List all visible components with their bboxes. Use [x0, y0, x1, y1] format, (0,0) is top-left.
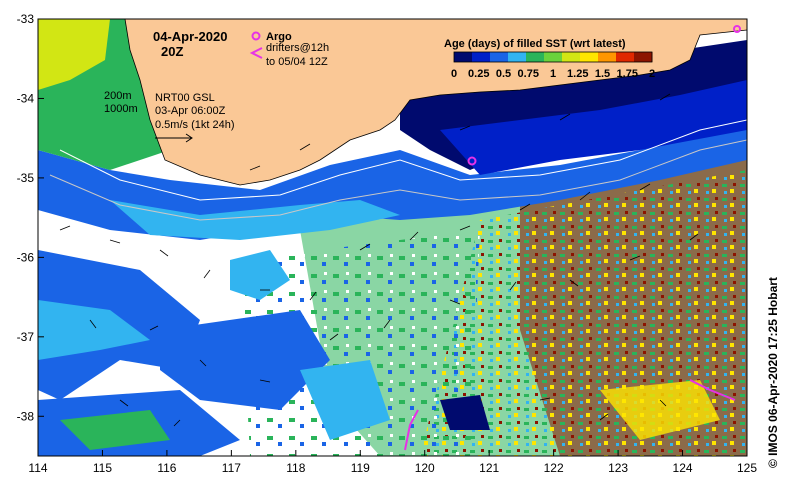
- longitude-tick-label: 117: [222, 461, 241, 475]
- map-field: [38, 19, 747, 456]
- colorbar-tick-label: 1.75: [617, 68, 638, 80]
- map-date: 04-Apr-2020: [153, 29, 227, 44]
- longitude-tick-label: 115: [93, 461, 112, 475]
- latitude-tick-label: -34: [17, 91, 35, 105]
- colorbar-swatch: [508, 52, 527, 62]
- current-scale-label: 0.5m/s (1kt 24h): [155, 119, 234, 131]
- colorbar-title: Age (days) of filled SST (wrt latest): [444, 38, 626, 50]
- current-time-label: 03-Apr 06:00Z: [155, 105, 226, 117]
- colorbar-swatch: [580, 52, 599, 62]
- colorbar-tick-label: 1: [550, 68, 556, 80]
- longitude-tick-label: 124: [673, 461, 693, 475]
- argo-legend-label: Argo: [266, 31, 292, 43]
- colorbar-tick-label: 1.5: [595, 68, 610, 80]
- longitude-tick-label: 116: [157, 461, 176, 475]
- colorbar-swatch: [598, 52, 617, 62]
- current-scale-arrow: [155, 133, 193, 143]
- latitude-tick-label: -37: [17, 330, 35, 344]
- coastal-blue-band: [38, 110, 747, 240]
- isobath-1000m: [49, 139, 747, 221]
- colorbar-tick-label: 1.25: [567, 68, 588, 80]
- colorbar-tick-label: 0.25: [468, 68, 489, 80]
- green-patch-south: [60, 410, 170, 450]
- latitude-tick-label: -33: [17, 12, 35, 26]
- latitude-axis: -33 -34 -35 -36 -37 -38: [17, 12, 44, 423]
- navy-patch-south: [440, 395, 490, 430]
- latitude-tick-label: -35: [17, 171, 35, 185]
- isobath-200m-label: 200m: [104, 90, 132, 102]
- drifters-legend-period: to 05/04 12Z: [266, 56, 328, 68]
- current-vectors: [59, 93, 699, 427]
- argo-float-marker: [733, 25, 741, 33]
- longitude-tick-label: 123: [608, 461, 628, 475]
- colorbar-swatch: [454, 52, 473, 62]
- longitude-tick-label: 118: [286, 461, 305, 475]
- isobath-200m: [59, 119, 747, 201]
- longitude-tick-label: 125: [737, 461, 757, 475]
- colorbar-tick-label: 0: [451, 68, 457, 80]
- argo-legend-marker: [251, 31, 261, 41]
- light-blue-patch-central: [300, 360, 390, 440]
- coastal-navy-band-2: [440, 80, 747, 175]
- longitude-tick-label: 120: [415, 461, 435, 475]
- colorbar-swatch: [562, 52, 581, 62]
- colorbar: [453, 51, 653, 63]
- credit-text: © IMOS 06-Apr-2020 17:25 Hobart: [766, 277, 780, 468]
- longitude-tick-label: 121: [479, 461, 499, 475]
- longitude-axis: 114 115 116 117 118 119 120 121 122 123 124 125: [28, 450, 757, 475]
- longitude-tick-label: 122: [544, 461, 564, 475]
- blue-patch-central: [160, 310, 330, 410]
- coastline: [124, 19, 747, 186]
- plot-frame: [37, 18, 748, 457]
- colorbar-swatch: [472, 52, 491, 62]
- longitude-tick-label: 119: [351, 461, 370, 475]
- colorbar-swatch: [526, 52, 545, 62]
- light-blue-eddy: [230, 250, 290, 300]
- longitude-tick-label: 114: [28, 461, 47, 475]
- colorbar-tick-label: 0.75: [518, 68, 539, 80]
- drifter-legend-marker: [249, 47, 263, 59]
- light-blue-patch-west: [38, 300, 150, 360]
- colorbar-swatch: [544, 52, 563, 62]
- colorbar-swatch: [490, 52, 509, 62]
- map-hour: 20Z: [161, 44, 183, 59]
- isobath-1000m-label: 1000m: [104, 103, 138, 115]
- latitude-tick-label: -36: [17, 250, 35, 264]
- current-source-label: NRT00 GSL: [155, 92, 215, 104]
- argo-float-marker: [467, 156, 477, 166]
- drifters-legend-label: drifters@12h: [266, 42, 329, 54]
- speckle-region-west: [240, 230, 480, 456]
- colorbar-tick-label: 0.5: [496, 68, 511, 80]
- yellow-patch-south: [600, 380, 720, 440]
- colorbar-swatch: [634, 52, 653, 62]
- colorbar-frame: [453, 51, 653, 63]
- colorbar-tick-label: 2: [649, 68, 655, 80]
- latitude-tick-label: -38: [17, 409, 35, 423]
- drifter-track: [689, 379, 736, 401]
- north-west-yellow-region: [38, 19, 110, 90]
- drifter-track: [404, 409, 419, 451]
- colorbar-swatch: [616, 52, 635, 62]
- colorbar-ticks: 0 0.25 0.5 0.75 1 1.25 1.5 1.75 2: [451, 68, 655, 80]
- coastal-light-band: [110, 200, 400, 240]
